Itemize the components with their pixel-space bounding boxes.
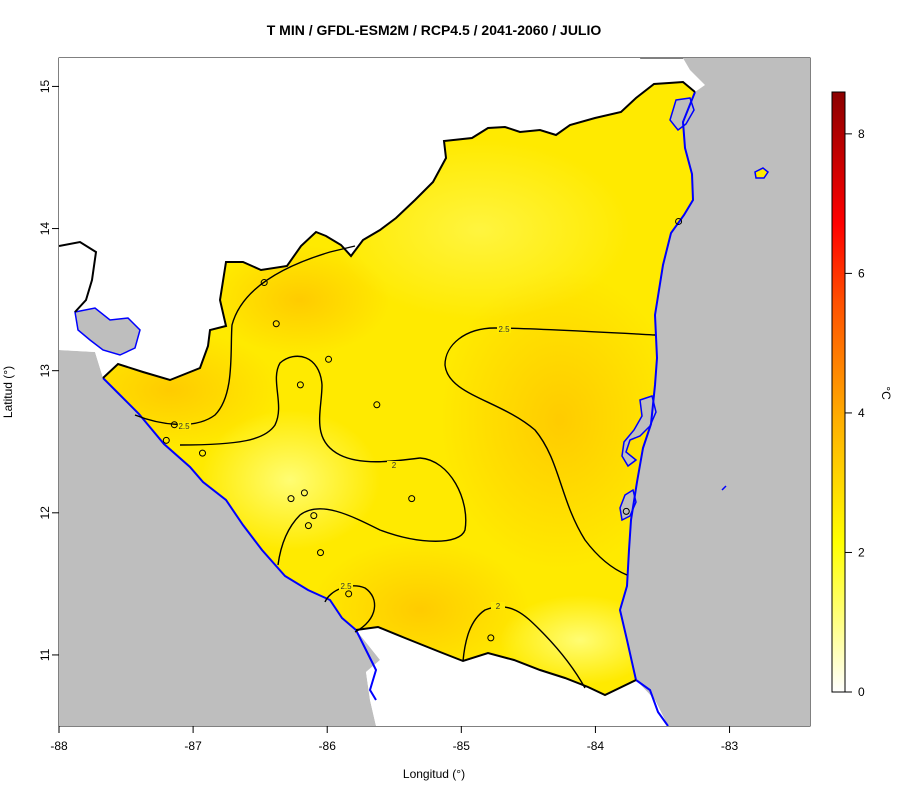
x-tick-label: -86: [319, 739, 337, 753]
colorbar-tick-label: 2: [858, 545, 865, 559]
contour-label: 2.5: [340, 582, 352, 591]
y-tick-label: 15: [38, 79, 52, 93]
contour-2-south: [462, 606, 586, 689]
colorbar-tick-label: 0: [858, 685, 865, 699]
colorbar-unit: °C: [879, 386, 893, 400]
station-marker: [272, 320, 280, 328]
stations-layer: [162, 217, 683, 642]
station-marker: [345, 590, 353, 598]
pacific-ocean: [59, 350, 380, 726]
station-marker: [170, 421, 178, 429]
contour-label: 2.5: [178, 422, 190, 431]
station-marker: [287, 495, 295, 503]
x-tick-label: -87: [184, 739, 202, 753]
station-marker: [162, 436, 170, 444]
station-marker: [325, 355, 333, 363]
station-marker: [675, 217, 683, 225]
bluefields-bay: [619, 488, 637, 522]
contour-label: 2.5: [498, 325, 510, 334]
x-axis-label: Longitud (°): [403, 767, 465, 781]
pacific-coastline: [102, 377, 378, 701]
station-marker: [198, 449, 206, 457]
contour-2-center: [277, 457, 467, 566]
contour-label-bg: [177, 422, 191, 430]
pearl-lagoon: [621, 395, 657, 468]
y-tick-label: 11: [38, 648, 52, 661]
contour-label-bg: [497, 325, 511, 333]
honduras-land: [59, 58, 654, 380]
contour-2-5-south: [324, 585, 376, 633]
station-marker: [408, 495, 416, 503]
y-tick-label: 13: [38, 364, 52, 378]
x-tick-label: -83: [721, 739, 739, 753]
map-layer: [59, 58, 810, 726]
small-island: [721, 485, 727, 491]
station-marker: [373, 401, 381, 409]
map-title: T MIN / GFDL-ESM2M / RCP4.5 / 2041-2060 …: [267, 22, 602, 38]
caribbean-sea: [620, 58, 810, 726]
corn-islands: [754, 167, 770, 179]
station-marker: [300, 489, 308, 497]
contour-2-west: [179, 355, 421, 463]
honduras-border: [102, 80, 696, 382]
el-salvador-border: [59, 240, 98, 313]
station-marker: [304, 522, 312, 530]
station-marker: [622, 507, 630, 515]
colorbar: [831, 91, 846, 693]
x-tick-label: -84: [587, 739, 605, 753]
contour-label: 2: [392, 461, 397, 470]
contour-label-bg: [339, 582, 353, 590]
y-tick-label: 14: [38, 222, 52, 236]
costa-rica-land: [356, 627, 668, 726]
colorbar-tick-label: 6: [858, 266, 865, 280]
y-axis-label: Latitud (°): [1, 366, 15, 418]
costa-rica-border: [355, 625, 637, 697]
station-marker: [296, 381, 304, 389]
colorbar-tick-label: 8: [858, 127, 865, 141]
x-tick-label: -88: [50, 739, 68, 753]
colorbar-ticks: 0 2 4 6 8: [845, 127, 865, 699]
station-marker: [310, 512, 318, 520]
gulf-of-fonseca: [74, 307, 141, 356]
colorbar-tick-label: 4: [858, 406, 865, 420]
y-axis: 15 14 13 12 11: [38, 79, 59, 661]
station-marker: [487, 634, 495, 642]
contour-label: 2: [496, 602, 501, 611]
northern-lagoon: [669, 97, 695, 132]
station-marker: [317, 549, 325, 557]
contour-labels: 2.5 2.5 2 2 2.5: [177, 325, 511, 611]
contour-label-bg: [491, 602, 505, 610]
station-marker: [260, 279, 268, 287]
x-tick-label: -85: [453, 739, 471, 753]
contour-label-bg: [387, 461, 401, 469]
caribbean-coastline: [618, 91, 696, 726]
y-tick-label: 12: [38, 506, 52, 520]
contour-2-5-east: [444, 327, 656, 576]
x-axis: -88 -87 -86 -85 -84 -83: [50, 726, 739, 753]
